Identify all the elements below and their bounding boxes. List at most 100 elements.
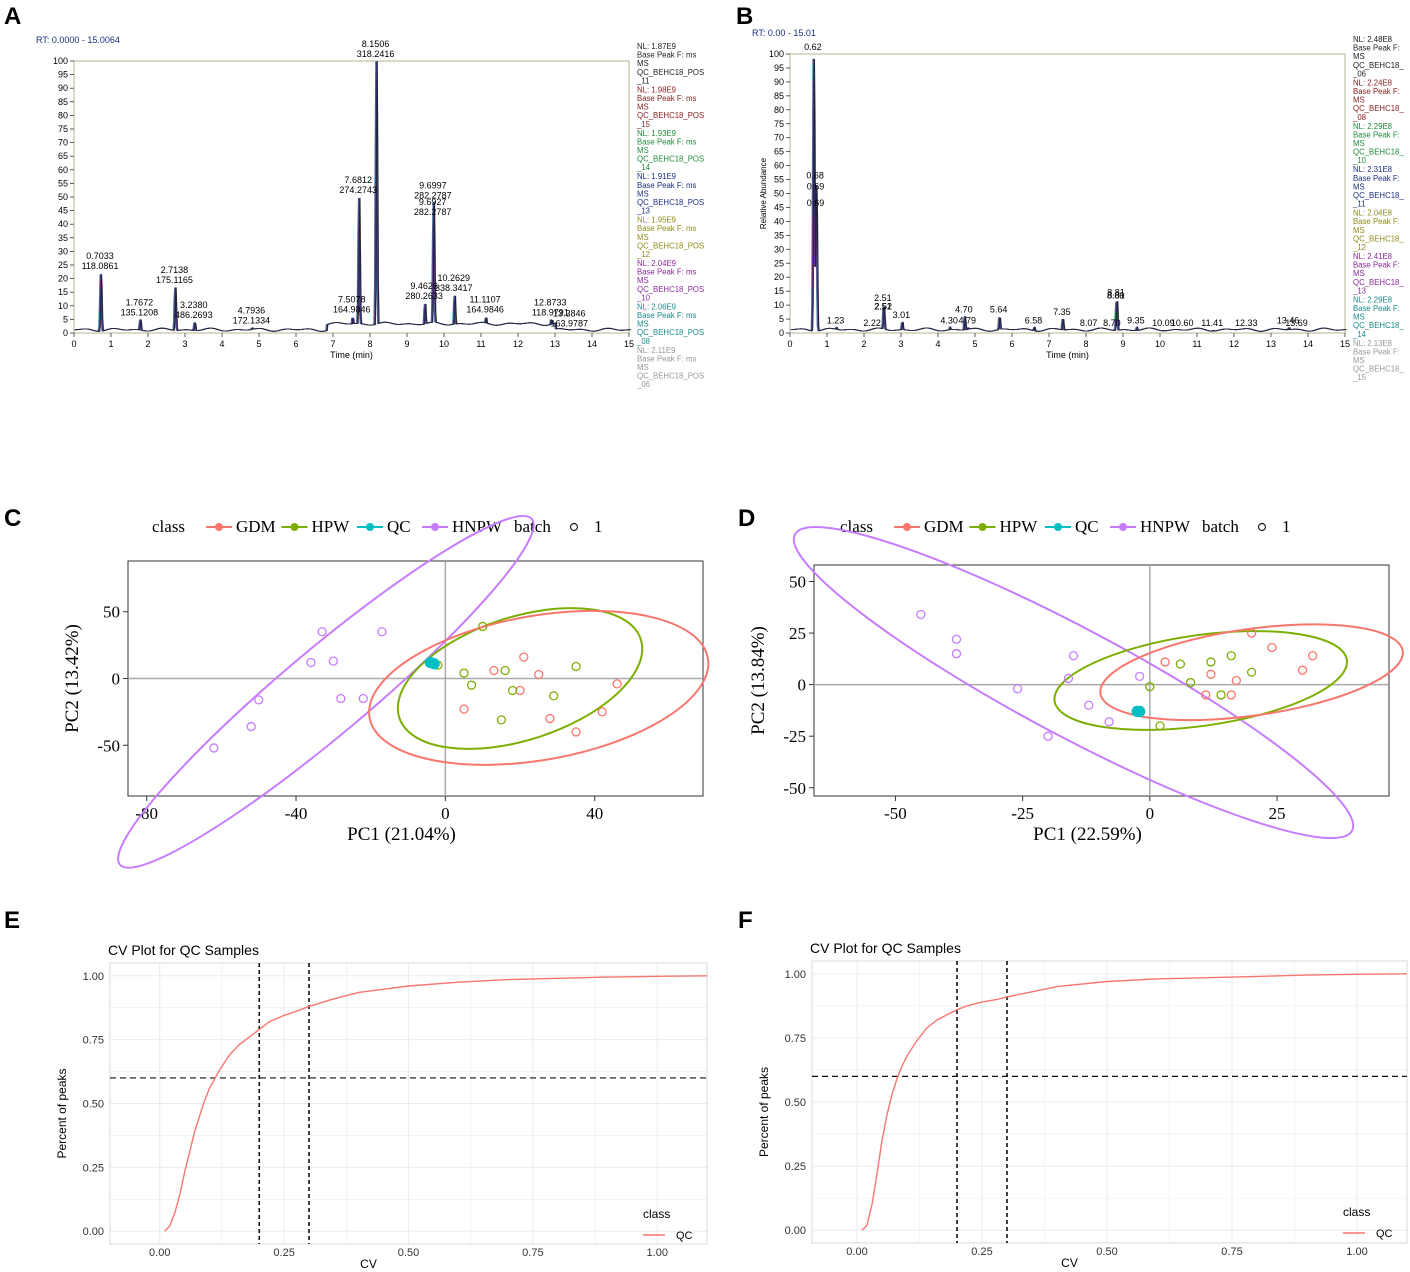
legend-line: QC_BEHC18_ <box>1353 61 1404 70</box>
y-tick-label: 45 <box>58 206 68 216</box>
y-tick-label: 0.00 <box>83 1226 104 1238</box>
data-point-gdm <box>1297 665 1308 675</box>
x-tick-label: 13 <box>550 339 560 349</box>
data-point-gdm <box>515 685 525 696</box>
y-tick-label: 65 <box>58 151 68 161</box>
x-tick-label: -40 <box>285 804 308 823</box>
legend-line: Base Peak F: ms <box>637 268 696 277</box>
y-axis-title: Percent of peaks <box>757 1067 771 1157</box>
legend-line: _13 <box>636 207 650 216</box>
peak-label: 486.2693 <box>175 310 213 320</box>
data-point-hpw <box>1226 651 1236 661</box>
x-tick-label: 0.50 <box>1096 1246 1117 1258</box>
peak-label: 2.22 <box>863 318 881 328</box>
y-tick-label: 40 <box>774 216 784 226</box>
y-tick-label: 0.25 <box>785 1161 806 1173</box>
legend-line: MS <box>637 103 649 112</box>
data-point-gdm <box>1308 651 1318 661</box>
data-point-hpw <box>1206 657 1216 667</box>
legend-line: NL: 2.24E8 <box>1353 78 1392 87</box>
data-point-hnpw <box>377 627 387 637</box>
x-tick-label: 25 <box>1269 804 1286 823</box>
legend-line: QC_BEHC18_POS <box>637 372 704 381</box>
x-tick-label: 40 <box>586 804 603 823</box>
x-tick-label: 0.75 <box>522 1247 543 1259</box>
data-point-gdm <box>1201 690 1211 700</box>
confidence-ellipse-gdm <box>368 609 710 766</box>
y-tick-label: 50 <box>103 603 120 622</box>
peak-label: 7.6812 <box>344 175 372 185</box>
legend-batch-item: 1 <box>594 517 603 536</box>
x-tick-label: 4 <box>935 339 940 349</box>
y-axis-title: Relative Abundance <box>759 157 768 229</box>
y-tick-label: 15 <box>774 286 784 296</box>
plot-frame <box>109 962 708 1245</box>
y-tick-label: 80 <box>58 110 68 120</box>
peak-label: 0.69 <box>807 182 825 192</box>
peak-label: 7.5078 <box>338 295 366 305</box>
legend-line: _06 <box>636 380 650 389</box>
legend-line: MS <box>1353 52 1365 61</box>
peak-label: 2.51 <box>874 293 892 303</box>
legend-title: class <box>1343 1205 1370 1219</box>
y-tick-label: 90 <box>58 83 68 93</box>
legend-line: Base Peak F: ms <box>637 94 696 103</box>
y-tick-label: 95 <box>774 63 784 73</box>
y-tick-label: 0 <box>112 670 121 689</box>
chromatogram-trace <box>74 61 630 332</box>
x-tick-label: 1 <box>108 339 113 349</box>
x-tick-label: -50 <box>884 804 907 823</box>
legend-batch-key <box>1257 522 1267 532</box>
peak-label: 1.7672 <box>126 297 154 307</box>
data-point-hnpw <box>254 695 264 705</box>
legend-line: _12 <box>1352 243 1366 252</box>
panel-letter-b: B <box>736 3 753 30</box>
cv-plot-f: CV Plot for QC Samples 0.00 0.25 0.50 0.75 1.… <box>757 940 1408 1270</box>
data-point-hpw <box>1185 677 1196 688</box>
data-point-qc <box>428 658 440 670</box>
peak-label: 118.9791 <box>532 307 569 317</box>
peak-label: 338.3417 <box>435 283 473 293</box>
data-point-hpw <box>1246 667 1257 677</box>
legend-line: MS <box>1353 356 1365 365</box>
y-tick-label: 1.00 <box>785 969 806 981</box>
data-point-hpw <box>500 665 510 676</box>
confidence-ellipse-gdm <box>1099 623 1404 722</box>
legend-line: NL: 1.98E9 <box>637 85 676 94</box>
legend-title: class <box>152 517 185 536</box>
cv-plot-e: CV Plot for QC Samples 0.00 0.25 0.50 0.75 1.… <box>55 942 708 1271</box>
x-tick-label: 8 <box>1083 339 1088 349</box>
data-point-gdm <box>1246 628 1257 638</box>
peak-label: 280.2633 <box>405 291 443 301</box>
y-tick-label: 0 <box>779 328 784 338</box>
data-point-gdm <box>1267 642 1277 653</box>
peak-label: 0.68 <box>806 170 824 180</box>
x-tick-label: 3 <box>898 339 903 349</box>
peak-label: 10.2629 <box>437 273 470 283</box>
data-point-hpw <box>1216 690 1226 700</box>
x-tick-label: 8 <box>367 339 372 349</box>
peak-label: 8.80 <box>1107 290 1125 300</box>
chromatogram-trace <box>75 61 631 332</box>
data-point-hnpw <box>1063 673 1074 684</box>
peak-label: 0.62 <box>804 42 822 52</box>
y-tick-label: 50 <box>774 189 784 199</box>
x-tick-label: 4 <box>219 339 224 349</box>
legend-item: QC <box>387 517 411 536</box>
peak-label: 13.69 <box>1285 318 1308 328</box>
data-point-gdm <box>534 669 544 680</box>
peak-label: 0.7033 <box>86 251 114 261</box>
x-tick-label: 6 <box>293 339 298 349</box>
y-tick-label: 15 <box>58 287 68 297</box>
data-point-hnpw <box>336 693 346 704</box>
y-tick-label: 75 <box>58 124 68 134</box>
confidence-ellipse-hnpw <box>792 526 1355 840</box>
range-label: RT: 0.00 - 15.01 <box>752 28 816 38</box>
x-tick-label: 11 <box>1192 339 1201 349</box>
data-point-hnpw <box>317 627 327 637</box>
data-point-hpw <box>1145 682 1155 692</box>
plot-frame <box>813 564 1390 797</box>
legend-line: QC_BEHC18_ <box>1353 365 1404 374</box>
data-point-gdm <box>545 713 555 724</box>
y-tick-label: 60 <box>774 161 784 171</box>
